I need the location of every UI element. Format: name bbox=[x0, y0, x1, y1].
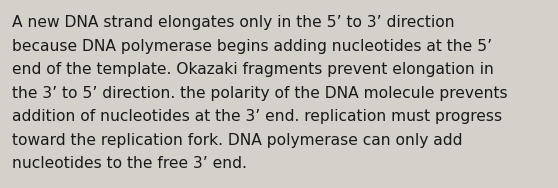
Text: because DNA polymerase begins adding nucleotides at the 5’: because DNA polymerase begins adding nuc… bbox=[12, 39, 492, 54]
Text: nucleotides to the free 3’ end.: nucleotides to the free 3’ end. bbox=[12, 156, 247, 171]
Text: toward the replication fork. DNA polymerase can only add: toward the replication fork. DNA polymer… bbox=[12, 133, 463, 148]
Text: the 3’ to 5’ direction. the polarity of the DNA molecule prevents: the 3’ to 5’ direction. the polarity of … bbox=[12, 86, 508, 101]
Text: addition of nucleotides at the 3’ end. replication must progress: addition of nucleotides at the 3’ end. r… bbox=[12, 109, 502, 124]
Text: end of the template. Okazaki fragments prevent elongation in: end of the template. Okazaki fragments p… bbox=[12, 62, 494, 77]
Text: A new DNA strand elongates only in the 5’ to 3’ direction: A new DNA strand elongates only in the 5… bbox=[12, 15, 455, 30]
